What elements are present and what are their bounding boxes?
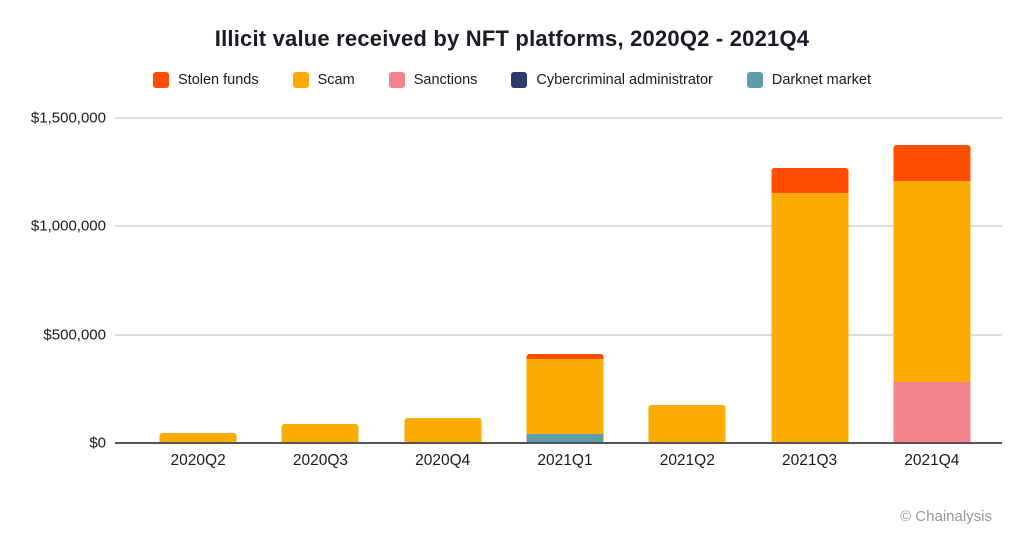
legend-label: Stolen funds	[178, 72, 259, 88]
gridline-500000	[115, 333, 1002, 336]
x-tick-label-2021q1: 2021Q1	[537, 452, 593, 469]
legend-item-sanctions: Sanctions	[388, 72, 478, 88]
x-tick-label-2020q4: 2020Q4	[415, 452, 471, 469]
bar-2021q3	[771, 167, 849, 443]
y-tick-label: $0	[89, 434, 106, 452]
legend-label: Cybercriminal administrator	[536, 72, 713, 88]
legend-swatch-cybercriminal-administrator	[511, 72, 528, 88]
legend-item-darknet-market: Darknet market	[746, 72, 871, 88]
bar-segment-2021q4-stolen-funds	[893, 145, 971, 181]
legend-item-stolen-funds: Stolen funds	[153, 72, 259, 88]
chart-title: Illicit value received by NFT platforms,…	[214, 26, 810, 51]
legend-label: Sanctions	[413, 72, 478, 88]
x-tick-label-2021q4: 2021Q4	[904, 452, 960, 469]
gridline-1000000	[115, 225, 1002, 228]
x-tick-label-2020q3: 2020Q3	[292, 452, 349, 469]
bar-2020q4	[404, 418, 482, 443]
bar-2020q3	[281, 423, 359, 443]
legend-item-cybercriminal-administrator: Cybercriminal administrator	[511, 72, 713, 88]
bar-2021q1	[526, 354, 604, 443]
legend: Stolen funds Scam Sanctions Cybercriminal a…	[0, 72, 1024, 88]
bar-segment-2020q2-scam	[159, 433, 237, 443]
x-axis-line	[115, 442, 1002, 444]
bar-2020q2	[159, 433, 237, 443]
bar-segment-2021q1-stolen-funds	[526, 354, 604, 359]
legend-swatch-stolen-funds	[153, 72, 169, 88]
y-tick-label: $500,000	[43, 326, 106, 344]
bar-2021q4	[893, 145, 971, 443]
bar-segment-2021q3-stolen-funds	[771, 167, 849, 193]
chainalysis-credit: © Chainalysis	[900, 508, 992, 525]
y-tick-label: $1,000,000	[30, 217, 106, 235]
bar-segment-2021q1-scam	[526, 358, 604, 435]
x-axis-labels: 2020Q2 2020Q3 2020Q4 2021Q1 2021Q2 2021Q3 2021…	[137, 452, 993, 476]
x-tick-label-2021q3: 2021Q3	[781, 452, 838, 469]
bar-2021q2	[648, 405, 726, 443]
y-tick-label: $1,500,000	[30, 109, 106, 127]
legend-swatch-scam	[292, 72, 309, 88]
bar-segment-2021q3-scam	[771, 192, 849, 443]
bar-segment-2020q4-scam	[404, 418, 482, 443]
legend-label: Darknet market	[771, 72, 871, 88]
plot-area	[115, 117, 1002, 444]
legend-item-scam: Scam	[292, 72, 355, 88]
legend-swatch-darknet-market	[746, 72, 763, 88]
legend-swatch-sanctions	[388, 72, 405, 88]
bars-area	[137, 118, 993, 443]
gridline-1500000	[115, 117, 1002, 119]
bar-segment-2021q2-scam	[648, 405, 726, 443]
x-tick-label-2020q2: 2020Q2	[170, 452, 226, 469]
bar-segment-2020q3-scam	[281, 423, 359, 443]
legend-label: Scam	[317, 72, 355, 88]
bar-segment-2021q4-sanctions	[893, 382, 971, 443]
x-tick-label-2021q2: 2021Q2	[659, 452, 715, 469]
bar-segment-2021q4-scam	[893, 180, 971, 383]
bar-segment-2021q1-darknet-market	[526, 434, 604, 443]
